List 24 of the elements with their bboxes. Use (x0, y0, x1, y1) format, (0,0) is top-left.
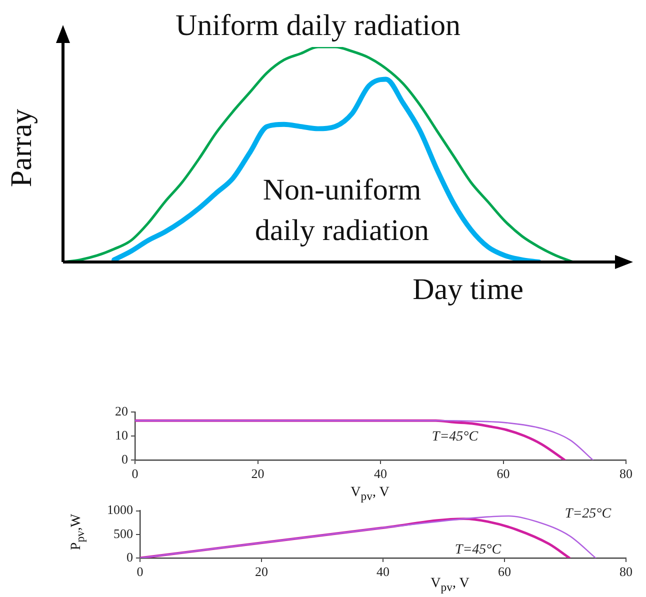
series-label: Non-uniform daily radiation (254, 174, 430, 248)
x-tick-label: 20 (251, 466, 264, 482)
x-axis-title: V$_{pv}$, V (350, 485, 390, 503)
x-tick-label: 20 (255, 564, 268, 580)
x-tick-label: 0 (136, 564, 144, 580)
x-tick-label: 60 (498, 564, 511, 580)
y-tick-label: 20 (115, 403, 128, 418)
x-axis-title: V$_{pv}$, V (430, 576, 470, 594)
x-tick-label: 40 (376, 564, 390, 580)
x-tick-label: 40 (374, 466, 387, 482)
y-tick-label: 500 (114, 526, 133, 541)
annotation: T=45°C (454, 542, 502, 558)
x-tick-label: 60 (496, 466, 510, 482)
y-tick-label: 0 (126, 549, 133, 564)
series-label: Uniform daily radiation (176, 9, 460, 42)
y-axis-title: Parray (5, 108, 39, 188)
x-tick-label: 80 (620, 466, 632, 482)
y-tick-label: 10 (115, 427, 128, 442)
x-axis-title: Day time (412, 273, 524, 307)
annotation: T=25°C (564, 506, 612, 522)
y-tick-label: 0 (122, 451, 128, 466)
annotation: T=45°C (432, 430, 479, 445)
y-tick-label: 1000 (107, 502, 133, 518)
x-tick-label: 80 (620, 564, 632, 580)
